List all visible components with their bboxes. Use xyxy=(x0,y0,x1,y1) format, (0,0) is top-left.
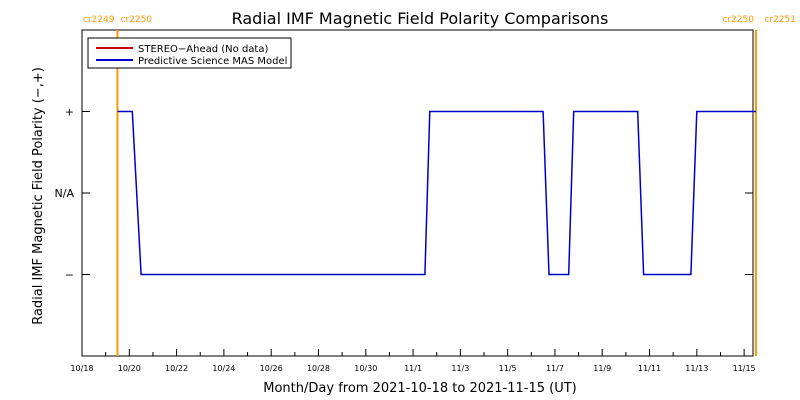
legend-box xyxy=(87,37,292,69)
x-tick-label: 11/15 xyxy=(733,364,756,373)
x-tick-label: 11/11 xyxy=(638,364,661,373)
carrington-label-right: cr2250 xyxy=(120,15,152,25)
chart-title: Radial IMF Magnetic Field Polarity Compa… xyxy=(232,9,609,28)
x-axis-ticks: 10/18 10/20 10/22 10/24 10/26 10/28 10/30 11/1 1… xyxy=(70,349,756,373)
carrington-label-right: cr2251 xyxy=(764,15,796,25)
x-tick-label: 10/26 xyxy=(260,364,283,373)
x-tick-label: 10/30 xyxy=(354,364,377,373)
x-tick-label: 10/22 xyxy=(165,364,188,373)
x-tick-label: 11/9 xyxy=(593,364,611,373)
legend: STEREO−Ahead (No data) Predictive Scienc… xyxy=(87,37,292,69)
x-tick-label: 11/1 xyxy=(404,364,422,373)
carrington-label-left: cr2250 xyxy=(722,15,754,25)
x-tick-label: 11/13 xyxy=(685,364,708,373)
y-axis-ticks: + N/A − xyxy=(55,106,753,282)
carrington-label-left: cr2249 xyxy=(83,15,115,25)
y-tick-label: N/A xyxy=(55,187,75,200)
legend-label-model: Predictive Science MAS Model xyxy=(138,56,287,67)
series-line-model xyxy=(117,110,756,276)
x-tick-label: 11/3 xyxy=(451,364,469,373)
plot-frame xyxy=(81,29,754,357)
x-tick-label: 10/20 xyxy=(118,364,141,373)
x-tick-label: 10/18 xyxy=(70,364,93,373)
x-tick-label: 10/24 xyxy=(212,364,235,373)
x-tick-label: 11/5 xyxy=(499,364,517,373)
x-tick-label: 11/7 xyxy=(546,364,564,373)
x-tick-label: 10/28 xyxy=(307,364,330,373)
y-axis-label: Radial IMF Magnetic Field Polarity (−,+) xyxy=(31,67,46,325)
y-tick-label: + xyxy=(65,106,74,119)
series-layer xyxy=(117,110,756,276)
y-tick-label: − xyxy=(65,269,74,282)
legend-label-stereo: STEREO−Ahead (No data) xyxy=(138,44,268,55)
carrington-markers: cr2249 cr2250 cr2250 cr2251 xyxy=(83,15,796,356)
x-axis-label: Month/Day from 2021-10-18 to 2021-11-15 … xyxy=(263,381,576,396)
